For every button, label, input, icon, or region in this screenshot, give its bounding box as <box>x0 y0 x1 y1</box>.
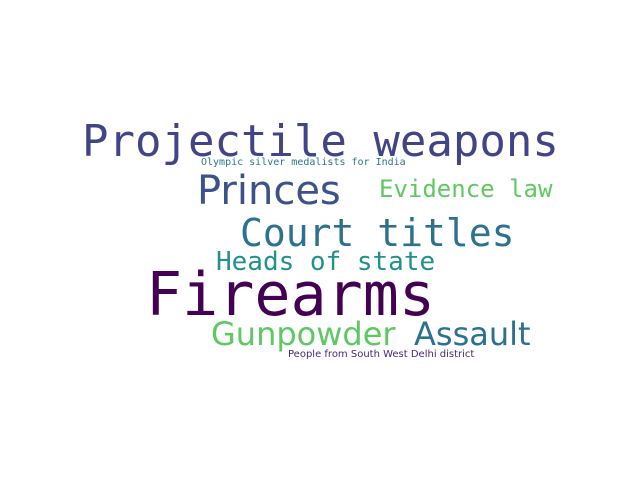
word-gunpowder: Gunpowder <box>211 315 396 353</box>
word-assault: Assault <box>414 315 531 353</box>
word-court-titles: Court titles <box>240 211 515 255</box>
word-heads-of-state: Heads of state <box>216 247 436 277</box>
word-princes: Princes <box>197 168 341 214</box>
word-firearms: Firearms <box>146 260 435 330</box>
word-evidence-law: Evidence law <box>379 175 553 203</box>
word-olympic-silver-medalists: Olympic silver medalists for India <box>201 157 406 168</box>
word-people-from-south-west-delhi: People from South West Delhi district <box>288 349 475 360</box>
word-projectile-weapons: Projectile weapons <box>82 116 559 167</box>
